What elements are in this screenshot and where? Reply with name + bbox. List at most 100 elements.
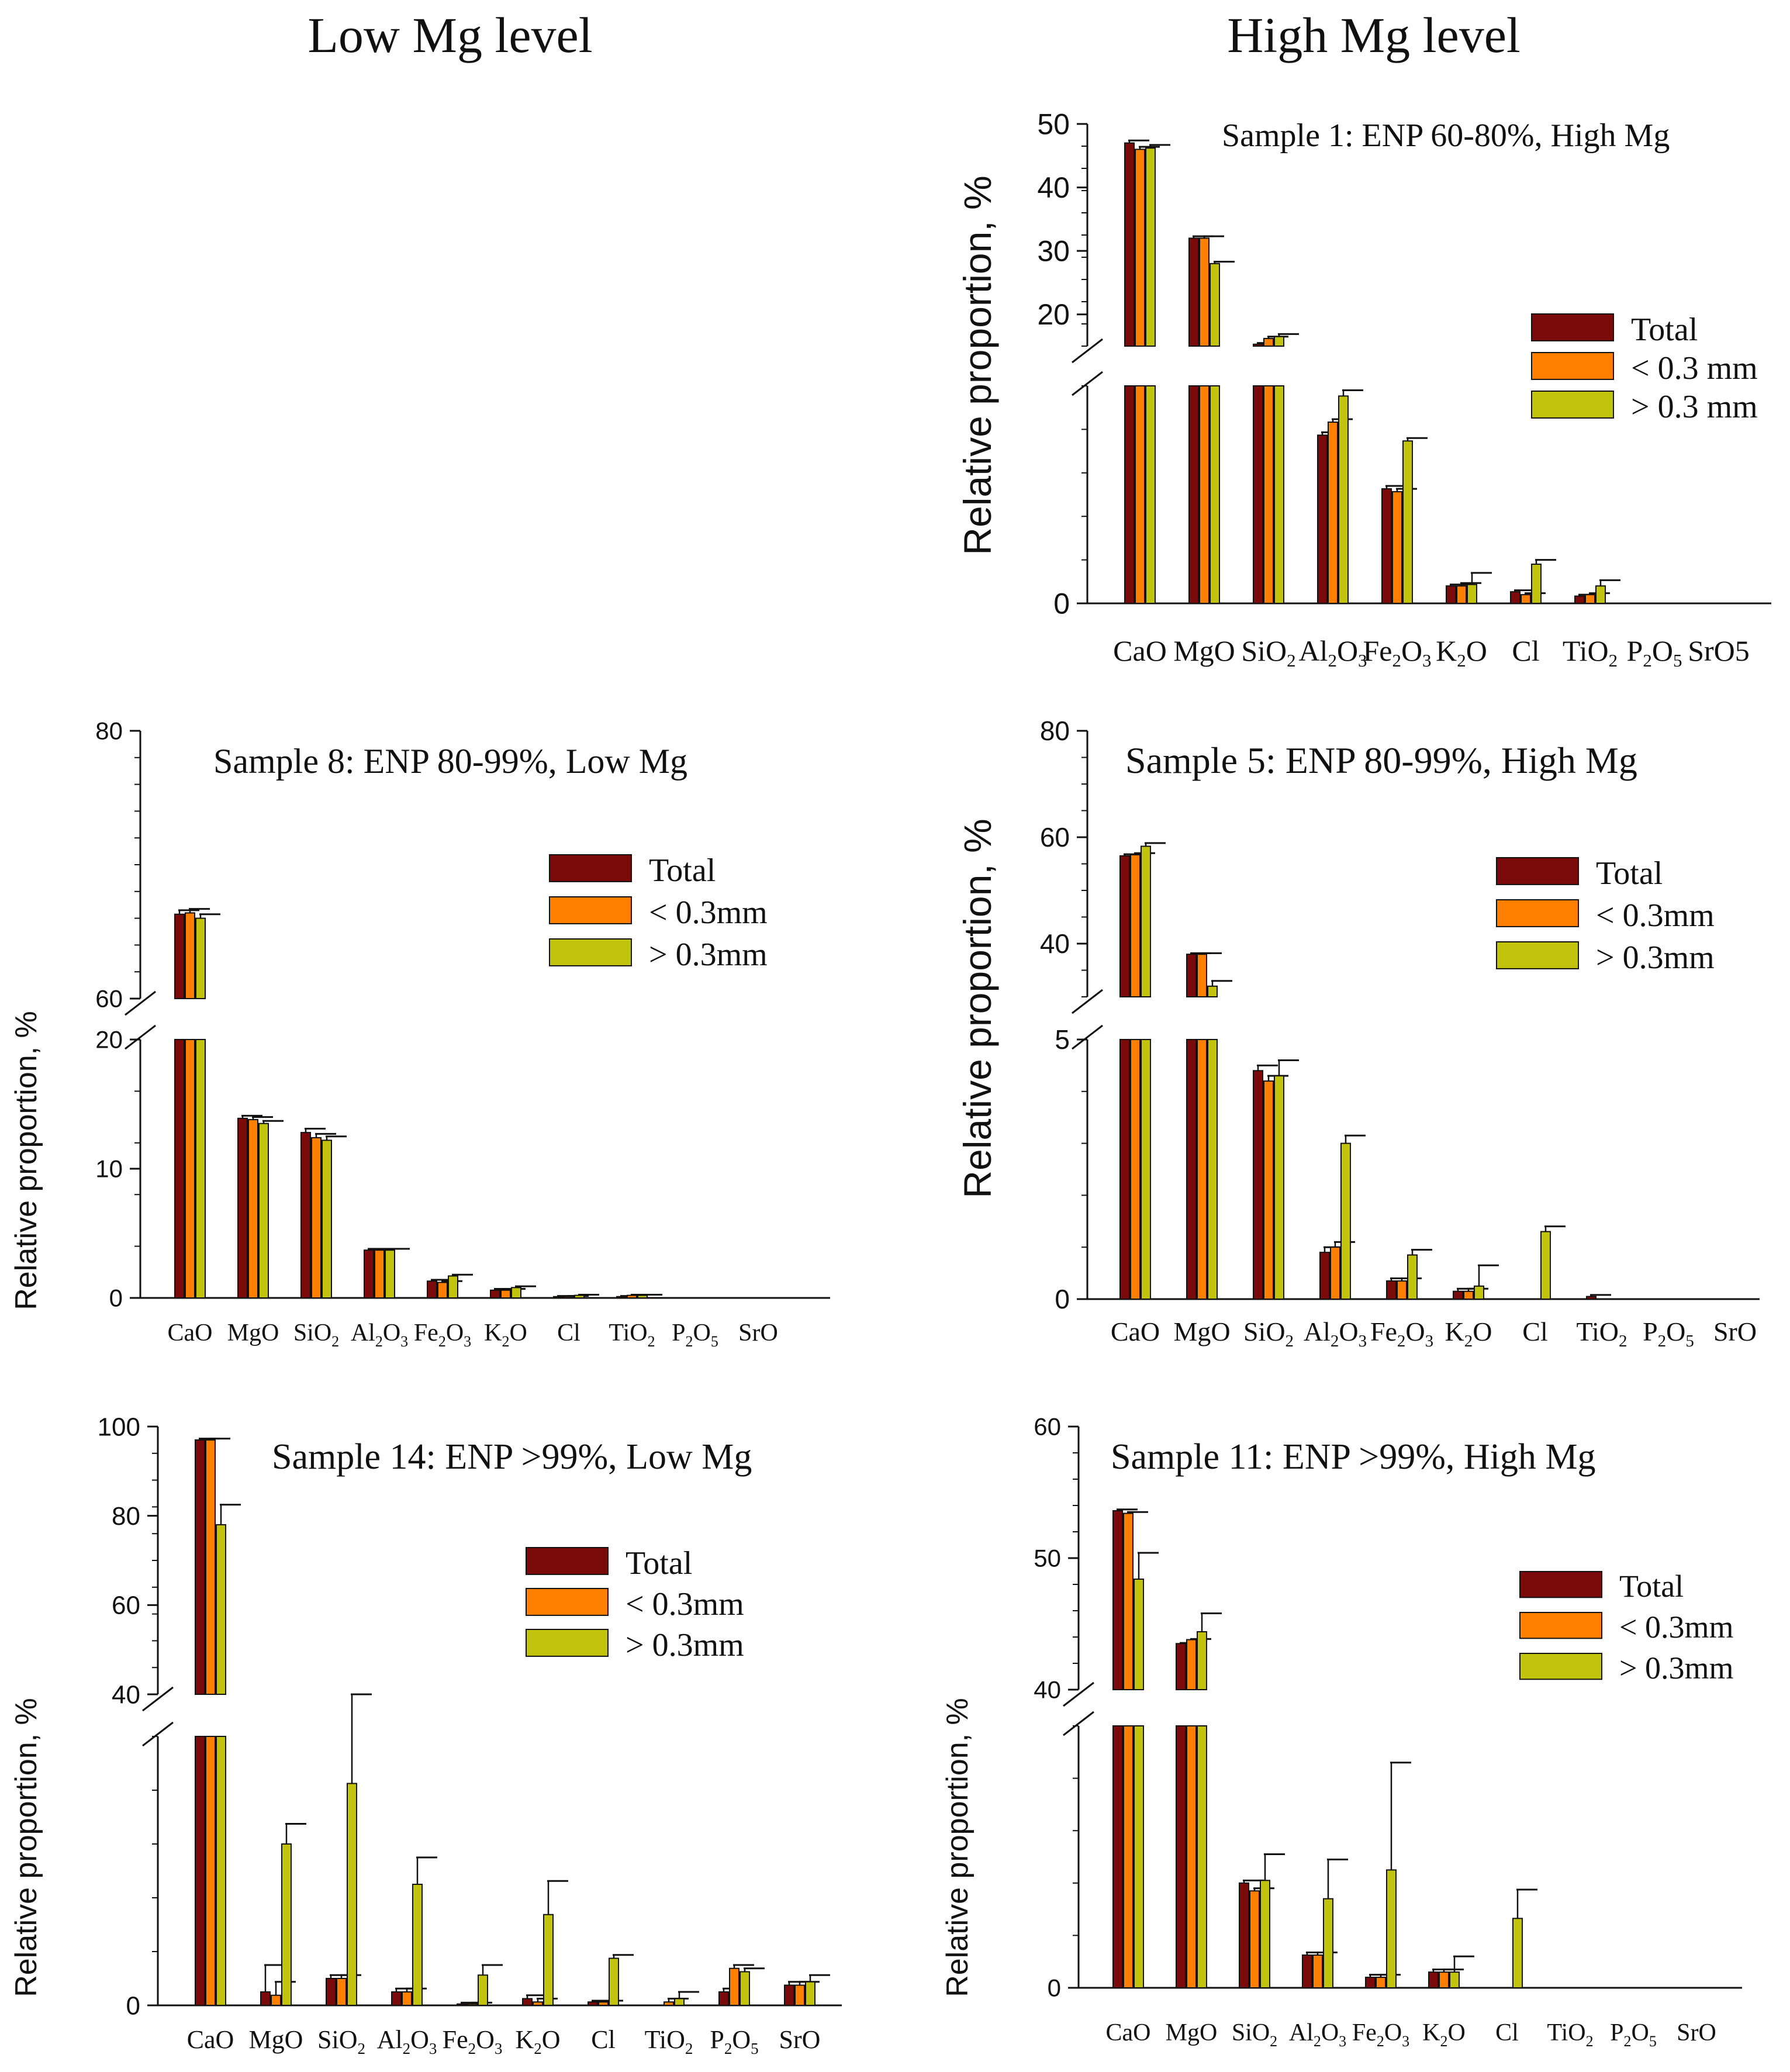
x-tick-label: K2O [1436, 634, 1487, 671]
formula-part: K [515, 2025, 534, 2054]
subscript: 2 [1464, 1332, 1473, 1351]
subscript: 2 [1624, 2033, 1632, 2050]
bar [1188, 385, 1199, 604]
formula-part: TiO [645, 2025, 685, 2054]
legend-label: > 0.3mm [626, 1627, 744, 1663]
bar [674, 1998, 685, 2006]
right-column-header: High Mg level [1227, 7, 1521, 63]
y-axis-label: Relative proportion, % [9, 1011, 43, 1310]
subscript: 3 [1422, 650, 1432, 671]
bar [1463, 1290, 1474, 1300]
subscript: 2 [468, 2040, 476, 2057]
bar [1274, 336, 1284, 347]
bar [1197, 1631, 1207, 1690]
x-tick-label: K2O [484, 1320, 527, 1350]
bar [1586, 1296, 1597, 1300]
formula-part: O [1321, 2019, 1339, 2046]
formula-part: SiO [1241, 634, 1287, 667]
axis-break-mark [1063, 1711, 1094, 1736]
legend-label: > 0.3 mm [1631, 389, 1758, 425]
bar [1263, 1080, 1274, 1300]
x-tick-label: Fe2O3 [1352, 2019, 1409, 2050]
formula-part: K [1422, 2019, 1440, 2046]
bar [1207, 1039, 1218, 1300]
bar [216, 1524, 226, 1695]
formula-part: SrO [779, 2025, 821, 2054]
y-tick-label: 100 [98, 1413, 140, 1441]
bar [1253, 1070, 1263, 1300]
formula-part: K [1445, 1317, 1464, 1346]
subscript: 2 [1609, 650, 1618, 671]
x-tick-label: Cl [1495, 2019, 1519, 2046]
formula-part: Cl [1495, 2019, 1519, 2046]
x-tick-label: P2O5 [672, 1320, 718, 1350]
bar [1317, 434, 1328, 604]
bar [1134, 1725, 1144, 1988]
legend-swatch [1519, 1653, 1602, 1680]
x-tick-label: SiO2 [293, 1320, 339, 1350]
legend-label: Total [1631, 312, 1698, 348]
subscript: 3 [1402, 2033, 1409, 2050]
bar [533, 2001, 543, 2006]
x-tick-label: P2O5 [1627, 634, 1682, 671]
legend-swatch [549, 854, 632, 882]
bar [784, 1984, 794, 2006]
legend-swatch [1519, 1571, 1602, 1598]
bar [1135, 385, 1145, 604]
subscript: 2 [724, 2040, 732, 2057]
subscript: 2 [1314, 2033, 1321, 2050]
subscript: 3 [429, 2040, 437, 2057]
bar [1510, 591, 1521, 604]
bar [347, 1783, 357, 2006]
subscript: 2 [438, 1333, 446, 1350]
formula-part: CaO [187, 2025, 234, 2054]
formula-part: TiO [609, 1320, 647, 1346]
x-tick-label: TiO2 [645, 2025, 693, 2057]
formula-part: Fe [1352, 2019, 1377, 2046]
bar [1199, 237, 1210, 347]
chart-sample-1: 20 30 40 50 0 Relative proportion, % Sample 1:… [956, 108, 1771, 671]
bar [205, 1439, 216, 1695]
bar [1467, 583, 1477, 605]
axis-break-mark [142, 1721, 174, 1747]
formula-part: Fe [443, 2025, 468, 2054]
bar [1141, 845, 1151, 997]
formula-part: Fe [414, 1320, 438, 1346]
bar [805, 1981, 815, 2006]
x-tick-label: TiO2 [1547, 2019, 1593, 2050]
formula-part: P [672, 1320, 685, 1346]
bar [1135, 149, 1145, 347]
subscript: 2 [1440, 2033, 1448, 2050]
formula-part: O [476, 2025, 495, 2054]
subscript: 2 [1328, 650, 1337, 671]
bar [195, 1736, 205, 2006]
x-tick-label: Al2O3 [1304, 1317, 1367, 1351]
bar [1365, 1977, 1376, 1989]
bar [1239, 1882, 1249, 1988]
x-tick-label: TiO2 [609, 1320, 655, 1350]
bar [326, 1978, 336, 2006]
formula-part: Al [377, 2025, 403, 2054]
legend-label: Total [649, 852, 716, 889]
formula-part: O [1337, 634, 1358, 667]
x-tick-label: MgO [1173, 634, 1235, 667]
bar [195, 917, 206, 999]
x-tick-label: K2O [515, 2025, 560, 2057]
bar [1112, 1510, 1123, 1690]
x-tick-label: Al2O3 [1298, 634, 1367, 671]
bar [1574, 595, 1585, 604]
y-tick-label: 40 [112, 1680, 140, 1709]
bar [336, 1978, 347, 2006]
chart-sample-11: 40 50 60 0 Relative proportion, % Sample 11: … [941, 1413, 1742, 2050]
bar [1381, 488, 1392, 605]
subscript: 2 [1286, 1332, 1294, 1351]
subscript: 2 [1619, 1332, 1627, 1351]
y-tick-label: 60 [112, 1591, 140, 1620]
bar [1323, 1898, 1333, 1988]
subscript: 2 [1377, 2033, 1384, 2050]
formula-part: O [410, 2025, 429, 2054]
formula-part: O [732, 2025, 751, 2054]
y-tick-label: 0 [126, 1991, 140, 2020]
x-tick-label: Fe2O3 [1363, 634, 1431, 671]
bar [1263, 385, 1274, 604]
